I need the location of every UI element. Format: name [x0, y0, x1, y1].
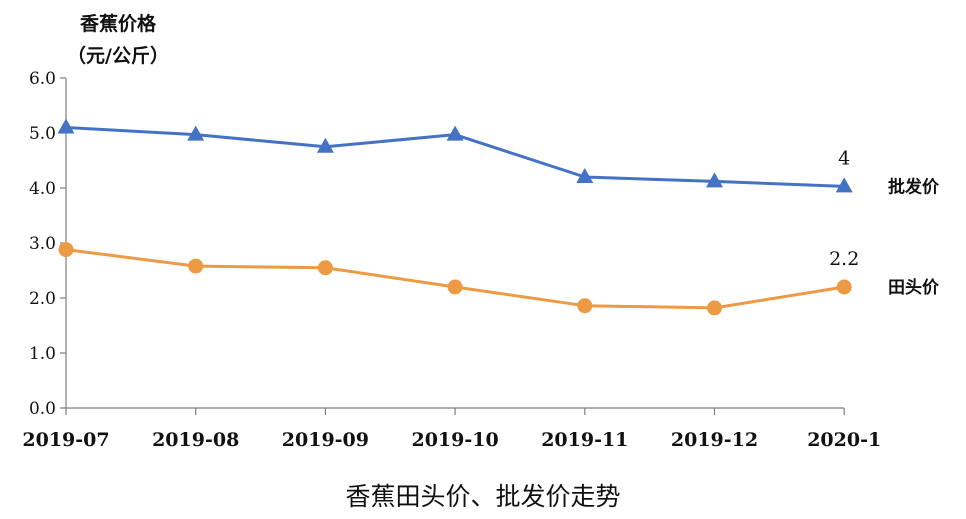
y-tick-label: 6.0	[29, 69, 56, 89]
x-tick-label: 2019-07	[22, 429, 109, 451]
y-tick-label: 5.0	[29, 124, 56, 144]
y-tick-label: 3.0	[29, 234, 56, 254]
chart-title: 香蕉田头价、批发价走势	[345, 482, 620, 511]
data-point-triangle	[706, 172, 723, 188]
y-tick-label: 2.0	[29, 289, 56, 309]
y-axis-label-line2: （元/公斤）	[67, 44, 169, 67]
data-point-circle	[577, 298, 593, 314]
series-name-1: 批发价	[888, 176, 940, 197]
data-point-triangle	[57, 118, 75, 134]
series-line-2	[65, 248, 845, 310]
x-tick-label: 2019-08	[152, 429, 239, 451]
series-name-2: 田头价	[888, 278, 940, 298]
data-point-circle	[836, 279, 852, 295]
data-label-2: 2.2	[829, 248, 859, 270]
data-point-circle	[188, 258, 204, 274]
data-point-triangle	[446, 125, 464, 141]
axes: 0.0 1.0 2.0 3.0 4.0 5.0 6.0 2019-07 2019-08 2019-…	[22, 69, 881, 451]
data-point-circle	[707, 300, 722, 316]
data-point-triangle	[316, 137, 334, 153]
data-point-circle	[317, 260, 333, 276]
data-point-triangle	[576, 168, 594, 183]
x-tick-label: 2020-1	[807, 429, 881, 451]
x-tick-label: 2019-10	[411, 429, 498, 451]
x-tick-label: 2019-09	[282, 429, 369, 451]
y-axis-label-line1: 香蕉价格	[79, 12, 157, 35]
data-point-circle	[58, 242, 74, 258]
y-tick-label: 1.0	[29, 344, 56, 364]
y-tick-label: 0.0	[29, 399, 56, 419]
data-point-circle	[447, 279, 463, 295]
data-point-triangle	[187, 125, 205, 141]
y-tick-label: 4.0	[29, 179, 56, 199]
series-layer: 4 批发价 2.2 田头价	[57, 118, 940, 316]
data-label-1: 4	[838, 147, 850, 169]
data-point-triangle	[835, 177, 853, 193]
x-tick-label: 2019-11	[541, 429, 628, 451]
x-tick-label: 2019-12	[671, 429, 758, 451]
